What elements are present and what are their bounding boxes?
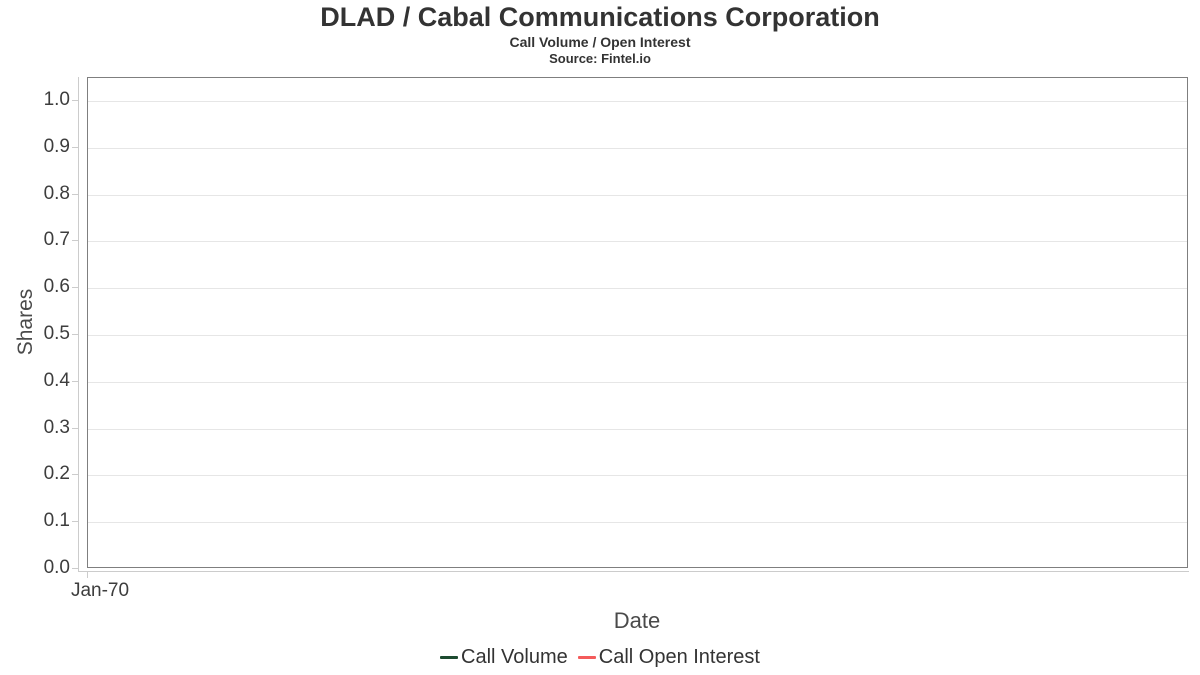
plot-area <box>87 77 1188 568</box>
y-tick-mark <box>72 240 78 242</box>
y-gridline <box>88 428 1187 430</box>
x-tick-mark <box>87 572 88 578</box>
legend-item[interactable]: Call Volume <box>440 646 568 669</box>
y-tick-label: 0.4 <box>43 369 70 391</box>
y-tick-mark <box>72 568 78 569</box>
legend-label: Call Volume <box>461 646 568 668</box>
y-gridline <box>88 194 1187 196</box>
y-tick-mark <box>72 287 78 289</box>
y-tick-mark <box>72 474 78 476</box>
legend-swatch-icon <box>577 656 596 659</box>
y-tick-label: 1.0 <box>43 89 70 110</box>
legend-item[interactable]: Call Open Interest <box>577 646 760 669</box>
y-tick-mark <box>72 427 78 429</box>
y-gridline <box>88 241 1187 243</box>
y-gridline <box>88 381 1187 383</box>
y-tick-label: 0.7 <box>43 229 70 251</box>
legend-swatch-icon <box>440 656 459 659</box>
y-gridline <box>88 147 1187 149</box>
legend-label: Call Open Interest <box>598 646 760 668</box>
x-tick-label: Jan-70 <box>70 580 130 601</box>
y-gridline <box>88 101 1187 102</box>
y-tick-label: 0.0 <box>43 557 70 578</box>
y-tick-label: 0.3 <box>43 416 70 438</box>
y-tick-label: 0.1 <box>43 510 70 532</box>
y-tick-label: 0.6 <box>43 276 70 298</box>
chart-source: Source: Fintel.io <box>549 51 651 66</box>
y-tick-label: 0.8 <box>43 182 70 204</box>
y-tick-mark <box>72 193 78 195</box>
y-tick-label: 0.9 <box>43 135 70 157</box>
chart-title: DLAD / Cabal Communications Corporation <box>320 2 880 32</box>
y-tick-mark <box>72 146 78 148</box>
y-tick-mark <box>72 380 78 382</box>
y-tick-mark <box>72 334 78 335</box>
y-axis-line <box>78 77 79 571</box>
y-gridline <box>88 475 1187 477</box>
legend: Call Volume Call Open Interest <box>0 646 1200 669</box>
y-tick-mark <box>72 521 78 523</box>
chart-subtitle: Call Volume / Open Interest <box>509 34 691 50</box>
x-axis-title: Date <box>613 608 661 633</box>
y-tick-mark <box>72 100 78 101</box>
y-tick-label: 0.2 <box>43 463 70 485</box>
y-tick-label: 0.5 <box>43 323 70 344</box>
y-gridline <box>88 522 1187 524</box>
x-axis-line <box>78 571 1189 572</box>
y-gridline <box>88 335 1187 336</box>
y-gridline <box>88 288 1187 290</box>
